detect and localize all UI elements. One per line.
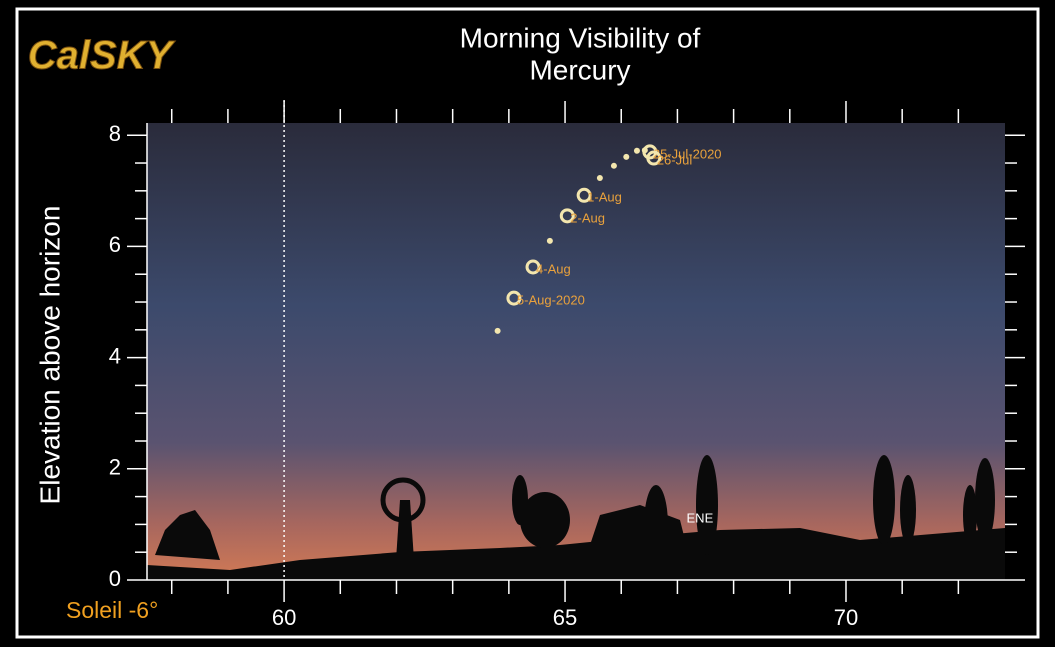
- x-tick-label: 70: [834, 605, 858, 630]
- y-tick-label: 8: [109, 121, 121, 146]
- y-tick-label: 0: [109, 566, 121, 591]
- x-tick-label: 60: [272, 605, 296, 630]
- point-dot: [633, 147, 640, 154]
- point-label: 4-Aug: [536, 261, 571, 276]
- point-label: 5-Aug-2020: [517, 293, 585, 308]
- point-dot: [546, 237, 553, 244]
- point-dot: [596, 175, 603, 182]
- y-axis-label: Elevation above horizon: [34, 206, 65, 505]
- point-circle: [506, 290, 522, 306]
- frame: [15, 7, 1040, 639]
- chart-title: Morning Visibility of: [460, 22, 701, 53]
- annotation: ENE: [687, 510, 714, 525]
- point-circle: [525, 259, 541, 275]
- point-dot: [623, 153, 630, 160]
- point-dot: [494, 327, 501, 334]
- landscape: [147, 455, 1005, 580]
- point-label: 1-Aug: [587, 190, 622, 205]
- point-label: 25-Jul-2020: [653, 146, 722, 161]
- logo: CalSKY: [28, 34, 176, 78]
- plot-area: [147, 123, 1005, 580]
- y-tick-label: 6: [109, 232, 121, 257]
- chart-title: Mercury: [529, 54, 630, 85]
- point-label: 26-Jul: [657, 152, 693, 167]
- point-circle: [559, 208, 575, 224]
- point-label: 2-Aug: [570, 210, 605, 225]
- y-tick-label: 2: [109, 455, 121, 480]
- footnote: Soleil -6°: [66, 597, 158, 623]
- point-circle: [646, 150, 662, 166]
- point-circle: [576, 187, 592, 203]
- y-tick-label: 4: [109, 343, 121, 368]
- point-dot: [610, 162, 617, 169]
- x-tick-label: 65: [553, 605, 577, 630]
